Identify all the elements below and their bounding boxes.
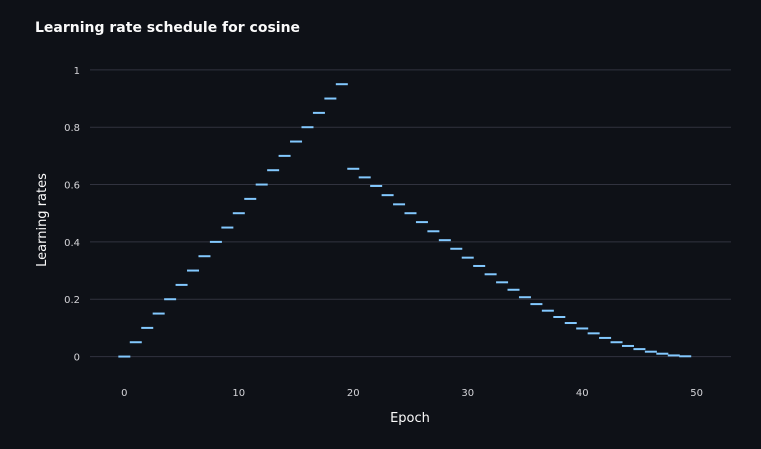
x-tick-label: 50 <box>690 388 703 399</box>
chart-title: Learning rate schedule for cosine <box>35 20 301 36</box>
data-points <box>118 83 692 358</box>
x-tick-label: 10 <box>232 388 245 399</box>
x-axis-ticks: 0 10 20 30 40 50 <box>121 388 703 399</box>
y-tick-label: 0 <box>74 353 80 364</box>
x-tick-label: 20 <box>347 388 360 399</box>
x-axis-label: Epoch <box>390 411 430 426</box>
grid-layer <box>90 69 731 358</box>
y-tick-label: 0.4 <box>64 238 80 249</box>
y-tick-label: 0.2 <box>64 295 80 306</box>
y-axis-label: Learning rates <box>35 173 50 267</box>
y-tick-label: 1 <box>74 66 80 77</box>
y-tick-label: 0.6 <box>64 181 80 192</box>
x-tick-label: 30 <box>461 388 474 399</box>
x-tick-label: 40 <box>576 388 589 399</box>
y-axis-ticks: 0 0.2 0.4 0.6 0.8 1 <box>64 66 80 364</box>
x-tick-label: 0 <box>121 388 127 399</box>
y-tick-label: 0.8 <box>64 123 80 134</box>
